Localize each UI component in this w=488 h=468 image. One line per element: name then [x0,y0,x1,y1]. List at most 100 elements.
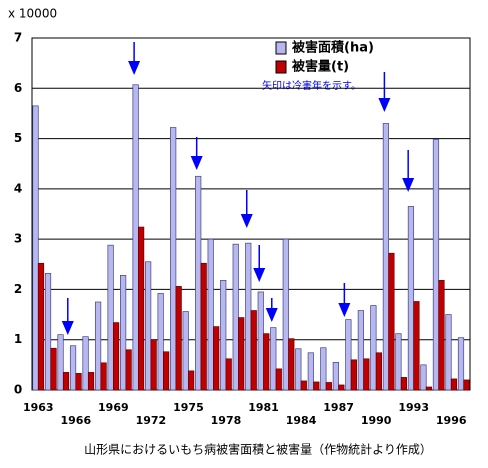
x-tick-label: 1975 [173,401,204,414]
arrow-head [402,178,415,192]
y-tick-label: 4 [14,181,22,195]
bar [44,272,52,391]
bar [107,244,114,391]
bar [220,280,227,391]
y-tick-label: 1 [14,332,22,346]
x-tick-label: 1993 [398,401,429,414]
bar [238,317,245,391]
y-tick-label: 6 [14,81,22,95]
bar [270,327,277,391]
bar [432,139,440,391]
bar [395,333,402,391]
x-tick-label: 1984 [286,414,317,427]
bar [200,262,207,391]
bar [132,84,139,391]
bar [225,358,232,391]
bar [32,105,39,391]
arrow-head [378,98,391,112]
bar [407,206,415,391]
y-tick-label: 0 [14,383,22,397]
bar [257,291,264,391]
x-tick-label: 1969 [98,401,129,414]
bar [263,333,270,391]
y-tick-label: 7 [14,31,22,45]
bar [438,280,445,391]
bar [120,274,127,391]
bar [325,382,332,391]
annotation: 矢印は冷害年を示す。 [262,79,361,92]
bar [357,310,364,391]
bar [125,349,132,391]
bar [295,348,302,391]
bar [275,368,282,391]
bar [288,338,295,391]
bar [170,127,177,391]
arrow-head [338,303,351,317]
bar [57,334,64,391]
bar [232,243,239,391]
y-unit: x 10000 [8,7,57,21]
bar [307,352,314,391]
bar [313,381,320,391]
bar [175,286,182,391]
x-tick-label: 1996 [436,414,467,427]
y-tick-label: 3 [14,232,22,246]
x-tick-label: 1981 [248,401,279,414]
arrow-head [128,61,141,75]
bar [138,226,145,391]
bar [195,175,202,391]
chart-title: 山形県におけるいもち病被害面積と被害量（作物統計より作成） [84,442,432,457]
bar [375,352,382,391]
bar [457,337,465,391]
bar [100,362,107,391]
bar [400,377,408,391]
bar [188,370,195,391]
bar [338,384,345,391]
bar [150,339,157,391]
bar [320,347,327,391]
bar [332,361,339,391]
bar [282,238,289,391]
bar [157,293,164,391]
bar [87,372,95,391]
bar [213,326,220,391]
bar [300,380,307,391]
y-tick-label: 2 [14,282,22,296]
x-tick-label: 1972 [136,414,167,427]
bar [425,386,433,391]
bar [388,252,395,391]
bar [50,347,57,391]
x-tick-label: 1963 [23,401,54,414]
legend-label: 被害量(t) [291,59,349,75]
bar [94,301,102,391]
legend-swatch [275,41,287,55]
bar [82,336,89,391]
x-tick-label: 1966 [60,414,91,427]
bar [207,238,214,391]
bar [450,378,458,391]
bar [420,364,427,391]
bar [345,319,352,391]
bar [145,261,152,391]
bar [245,242,252,391]
bar [182,311,189,391]
bar [382,123,390,391]
bar [75,373,82,391]
bar [463,379,470,391]
x-tick-label: 1990 [361,414,392,427]
arrow-head [253,268,266,282]
arrow-head [265,308,278,322]
arrow-head [240,214,253,228]
bar [112,322,120,391]
legend-label: 被害面積(ha) [291,40,374,56]
bar [250,310,257,391]
bar [413,301,420,391]
bar [350,359,357,391]
x-tick-label: 1987 [323,401,354,414]
bar [163,351,170,391]
bar [363,358,370,391]
x-tick-label: 1978 [211,414,242,427]
legend-swatch [275,60,287,74]
bar [62,372,70,391]
bar [37,262,45,391]
